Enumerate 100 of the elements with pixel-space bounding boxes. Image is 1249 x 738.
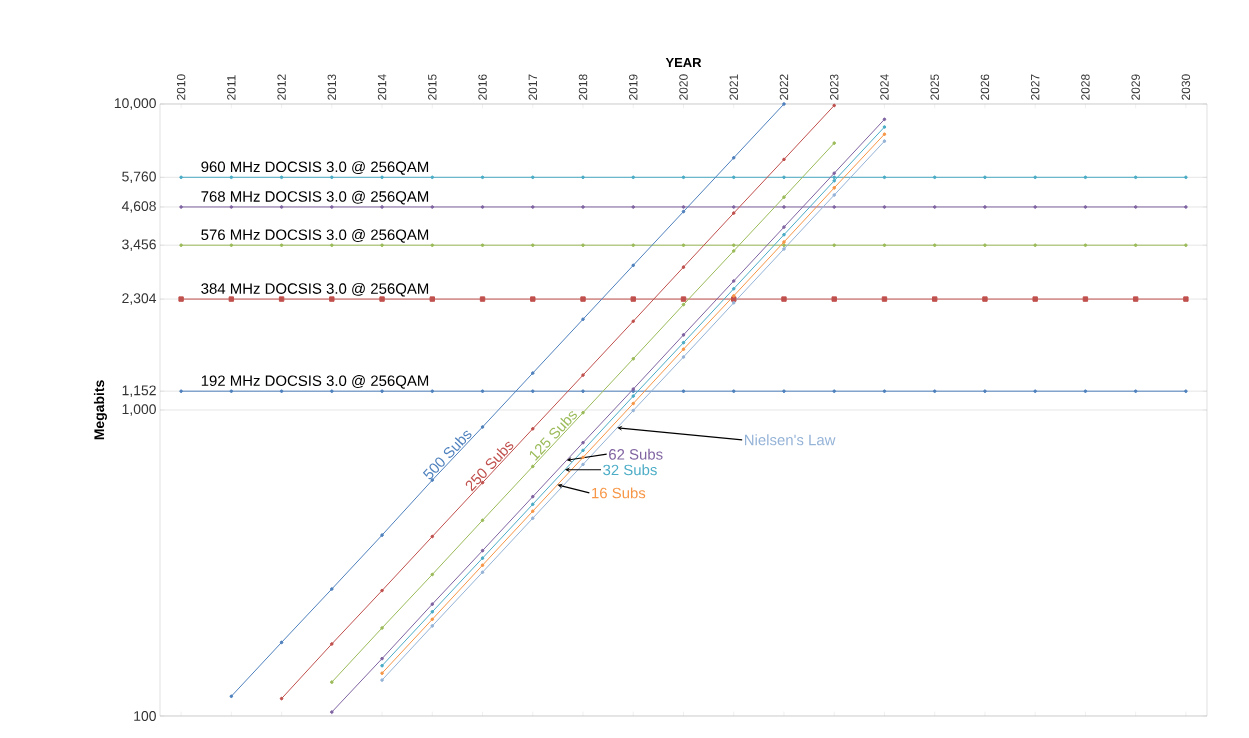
point	[731, 205, 736, 209]
x-tick-label: 2016	[478, 74, 487, 100]
point	[1184, 389, 1188, 393]
point	[178, 296, 184, 302]
point	[681, 302, 686, 307]
x-tick-label: 2028	[1081, 74, 1090, 100]
point	[832, 171, 837, 176]
y-tick-label: 3,456	[122, 239, 156, 251]
y-axis-title: Megabits	[93, 380, 107, 440]
x-tick-label: 2019	[629, 74, 638, 100]
point	[983, 175, 987, 180]
point	[832, 243, 837, 247]
point	[932, 205, 937, 209]
point	[581, 373, 585, 377]
point	[581, 440, 585, 445]
point	[380, 678, 384, 682]
point	[782, 205, 786, 209]
point	[731, 296, 737, 302]
point	[480, 518, 485, 523]
point	[330, 587, 334, 591]
point	[881, 296, 888, 302]
point	[731, 211, 736, 215]
point	[631, 243, 636, 247]
point	[179, 389, 183, 393]
y-tick-label: 2,304	[122, 293, 157, 305]
point	[1184, 175, 1188, 180]
x-tick-label: 2011	[227, 75, 236, 100]
point	[631, 319, 636, 324]
point	[681, 333, 686, 337]
point	[782, 175, 786, 180]
point	[731, 156, 736, 160]
point	[932, 389, 937, 393]
x-tick-label: 2021	[729, 74, 738, 100]
y-tick-label: 10,000	[114, 98, 156, 110]
point	[681, 340, 686, 345]
text: Nielsen's Law	[744, 434, 836, 446]
point	[480, 556, 485, 560]
point	[330, 642, 334, 646]
point	[530, 296, 536, 302]
point	[681, 389, 686, 393]
point	[782, 389, 786, 393]
point	[480, 389, 485, 393]
point	[430, 624, 435, 628]
x-tick-label: 2015	[428, 74, 437, 100]
point	[430, 389, 435, 393]
series-label: 768 MHz DOCSIS 3.0 @ 256QAM	[201, 190, 429, 205]
point	[380, 663, 384, 668]
point	[530, 516, 535, 520]
point	[581, 448, 585, 453]
point	[229, 694, 234, 699]
point	[380, 205, 384, 209]
point	[983, 243, 987, 247]
point	[581, 175, 585, 180]
point	[581, 317, 585, 322]
point	[530, 509, 535, 513]
point	[429, 296, 435, 302]
point	[782, 157, 786, 162]
point	[782, 232, 786, 237]
point	[229, 243, 234, 247]
point	[430, 205, 435, 209]
point	[832, 141, 837, 145]
point	[480, 175, 485, 180]
point	[530, 205, 535, 209]
point	[480, 570, 485, 575]
point	[530, 494, 535, 499]
point	[1033, 205, 1037, 209]
point	[731, 243, 736, 247]
point	[581, 243, 585, 247]
point	[530, 502, 535, 507]
point	[179, 205, 183, 209]
point	[1132, 296, 1139, 302]
x-tick-label: 2026	[980, 74, 990, 100]
point	[430, 175, 435, 180]
x-tick-label: 2029	[1131, 74, 1140, 100]
point	[530, 389, 535, 393]
point	[882, 125, 887, 129]
x-tick-label: 2017	[528, 74, 537, 100]
point	[882, 117, 887, 122]
point	[681, 265, 686, 269]
point	[330, 243, 334, 247]
point	[782, 225, 786, 229]
point	[581, 455, 585, 460]
point	[1133, 389, 1138, 393]
point	[832, 103, 837, 108]
point	[430, 243, 435, 247]
point	[330, 389, 334, 393]
point	[330, 710, 334, 714]
point	[380, 626, 384, 630]
point	[580, 296, 586, 302]
point	[931, 296, 938, 302]
point	[530, 464, 535, 469]
point	[279, 175, 284, 180]
x-tick-label: 2023	[829, 74, 839, 100]
series-label: 16 Subs	[592, 487, 646, 499]
point	[278, 296, 285, 302]
point	[380, 588, 384, 593]
point	[380, 533, 384, 537]
point	[831, 296, 837, 302]
x-tick-label: 2013	[327, 74, 337, 100]
point	[731, 279, 736, 283]
